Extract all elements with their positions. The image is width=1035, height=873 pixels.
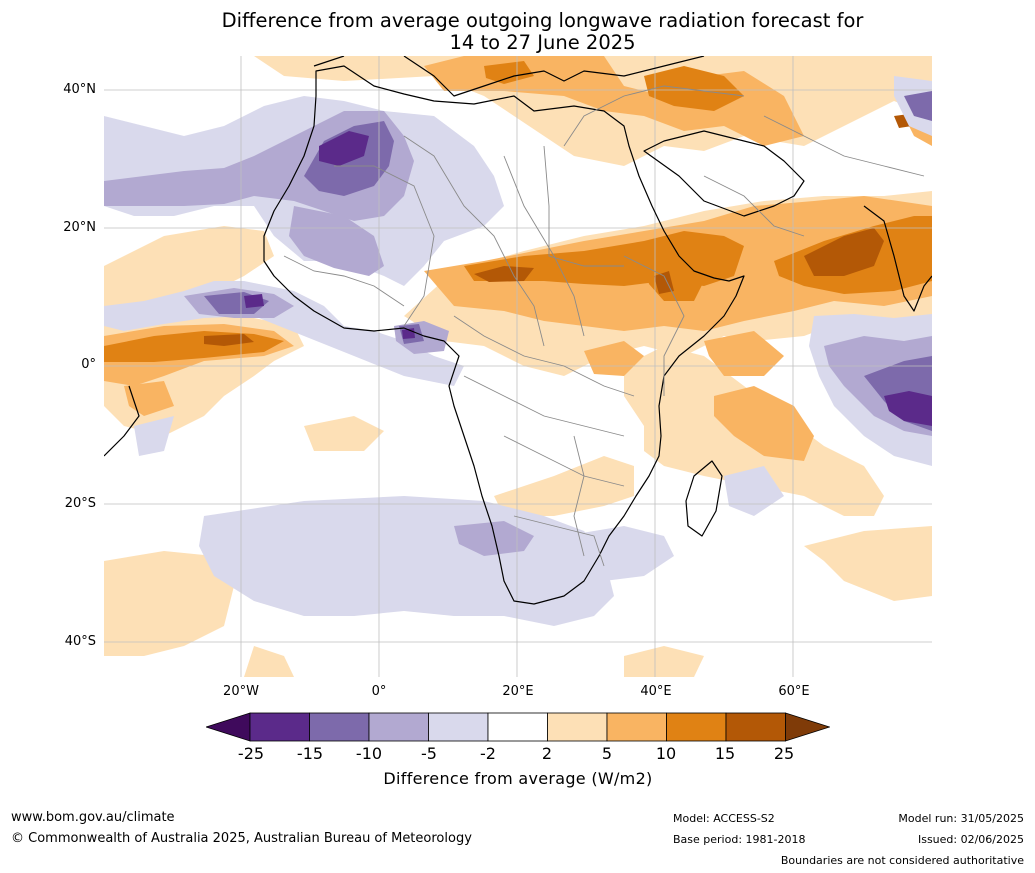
colorbar-tick-label: -15 <box>296 744 324 763</box>
colorbar-tick-label: -2 <box>480 744 496 763</box>
lon-label-40e: 40°E <box>640 684 672 699</box>
lon-label-60e: 60°E <box>778 684 810 699</box>
boundaries-disclaimer: Boundaries are not considered authoritat… <box>780 854 1024 867</box>
lat-label-40s: 40°S <box>64 634 96 649</box>
issued-date: Issued: 02/06/2025 <box>917 833 1024 846</box>
model-name: Model: ACCESS-S2 <box>673 812 775 825</box>
country-boundaries <box>283 85 925 567</box>
base-period: Base period: 1981-2018 <box>673 833 806 846</box>
colorbar-swatch <box>249 712 310 742</box>
model-run-date: Model run: 31/05/2025 <box>898 812 1024 825</box>
lat-label-equator: 0° <box>81 357 96 372</box>
colorbar-tick-label: 2 <box>541 744 553 763</box>
lat-label-20s: 20°S <box>64 496 96 511</box>
title-line-1: Difference from average outgoing longwav… <box>221 9 864 32</box>
colorbar-tick-label: -5 <box>421 744 437 763</box>
colorbar-swatch <box>487 712 548 742</box>
lon-label-20e: 20°E <box>502 684 534 699</box>
colorbar-tick-label: 15 <box>714 744 736 763</box>
colorbar-swatch <box>666 712 727 742</box>
coastlines <box>104 56 932 605</box>
colorbar <box>206 712 830 742</box>
colorbar-swatch <box>428 712 489 742</box>
olr-anomaly-map <box>104 56 932 677</box>
india-coastline <box>863 205 932 312</box>
copyright-notice: © Commonwealth of Australia 2025, Austra… <box>11 831 472 846</box>
colorbar-swatch <box>725 712 786 742</box>
colorbar-tick-label: -25 <box>237 744 265 763</box>
map-title: Difference from average outgoing longwav… <box>0 10 1035 54</box>
colorbar-title: Difference from average (W/m2) <box>383 769 653 788</box>
lat-label-40n: 40°N <box>63 82 96 97</box>
title-line-2: 14 to 27 June 2025 <box>449 31 636 54</box>
anomaly-15-25-fields <box>204 114 912 346</box>
colorbar-swatch <box>547 712 608 742</box>
lon-label-20w: 20°W <box>223 684 259 699</box>
brazil-coastline <box>104 385 140 457</box>
colorbar-arrow-high <box>785 712 830 742</box>
colorbar-tick-label: 25 <box>773 744 795 763</box>
anomaly-neg15-neg25-fields <box>244 131 932 426</box>
colorbar-swatch <box>606 712 667 742</box>
europe-coastline <box>313 56 705 97</box>
africa-coastline <box>263 65 745 605</box>
graticule <box>104 56 932 677</box>
colorbar-tick-label: 5 <box>601 744 613 763</box>
lon-label-0: 0° <box>371 684 387 699</box>
colorbar-swatch <box>368 712 429 742</box>
lat-label-20n: 20°N <box>63 220 96 235</box>
madagascar-coastline <box>685 460 723 537</box>
colorbar-arrow-low <box>206 712 251 742</box>
colorbar-tick-label: -10 <box>355 744 383 763</box>
colorbar-tick-label: 10 <box>655 744 677 763</box>
arabia-coastline <box>643 130 805 217</box>
website-link[interactable]: www.bom.gov.au/climate <box>11 810 175 825</box>
colorbar-swatch <box>309 712 370 742</box>
